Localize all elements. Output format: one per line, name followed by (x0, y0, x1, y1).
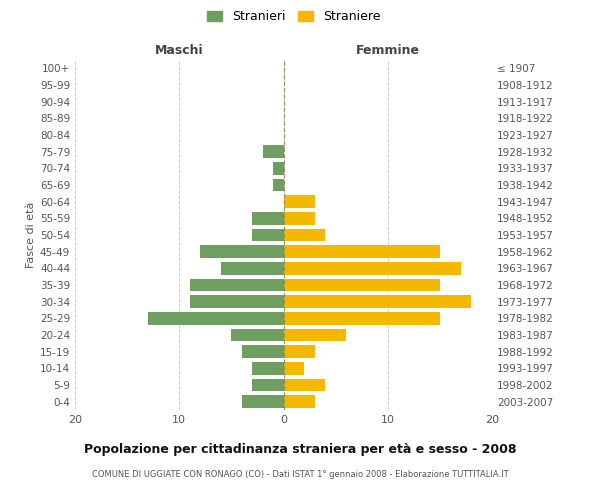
Bar (284, 279, 440, 291)
Bar (284, 396, 315, 408)
Bar (284, 262, 461, 274)
Bar (221, 262, 284, 274)
Legend: Stranieri, Straniere: Stranieri, Straniere (203, 6, 385, 26)
Bar (252, 229, 284, 241)
Bar (148, 312, 284, 324)
Bar (252, 379, 284, 391)
Bar (284, 346, 315, 358)
Bar (242, 346, 284, 358)
Bar (232, 329, 284, 341)
Bar (273, 179, 284, 192)
Bar (284, 312, 440, 324)
Bar (190, 279, 284, 291)
Bar (284, 296, 471, 308)
Bar (284, 329, 346, 341)
Bar (284, 379, 325, 391)
Text: Popolazione per cittadinanza straniera per età e sesso - 2008: Popolazione per cittadinanza straniera p… (84, 442, 516, 456)
Bar (242, 396, 284, 408)
Text: Femmine: Femmine (356, 44, 420, 57)
Bar (252, 212, 284, 224)
Bar (284, 212, 315, 224)
Text: COMUNE DI UGGIATE CON RONAGO (CO) - Dati ISTAT 1° gennaio 2008 - Elaborazione TU: COMUNE DI UGGIATE CON RONAGO (CO) - Dati… (92, 470, 508, 479)
Y-axis label: Fasce di età: Fasce di età (26, 202, 36, 268)
Bar (284, 362, 304, 374)
Bar (252, 362, 284, 374)
Bar (273, 162, 284, 174)
Text: Maschi: Maschi (155, 44, 203, 57)
Bar (284, 196, 315, 208)
Bar (284, 229, 325, 241)
Bar (284, 246, 440, 258)
Bar (190, 296, 284, 308)
Bar (263, 146, 284, 158)
Bar (200, 246, 284, 258)
